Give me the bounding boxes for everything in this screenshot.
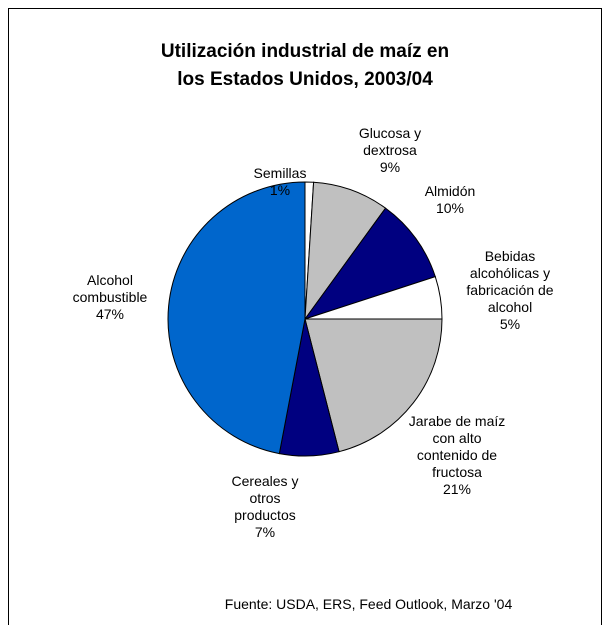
category-name: Almidón [424, 183, 476, 199]
value-label: 47% [95, 306, 125, 322]
slice-label: Almidón 10% [410, 183, 490, 217]
chart-title: Utilización industrial de maíz en los Es… [160, 41, 450, 90]
slice-label: Bebidas alcohólicas y fabricación de alc… [454, 248, 566, 333]
slice-label: Jarabe de maíz con alto contenido de fru… [407, 413, 507, 498]
pie-slice [303, 207, 436, 320]
category-name: Bebidas alcohólicas y fabricación de alc… [466, 248, 554, 315]
pie-slice [304, 318, 443, 453]
category-name: Jarabe de maíz con alto contenido de fru… [408, 413, 506, 480]
source-note: Fuente: USDA, ERS, Feed Outlook, Marzo '… [224, 596, 513, 612]
value-label: 7% [254, 524, 276, 540]
category-name: Alcohol combustible [72, 272, 148, 305]
value-label: 10% [435, 200, 465, 216]
value-label: 5% [499, 316, 521, 332]
pie-slice [167, 181, 306, 455]
slice-label: Glucosa y dextrosa 9% [353, 125, 428, 176]
category-name: Glucosa y dextrosa [358, 125, 422, 158]
category-name: Cereales y otros productos [231, 473, 299, 523]
slice-label: Alcohol combustible 47% [63, 272, 158, 323]
frame [8, 8, 602, 625]
value-label: 9% [379, 159, 401, 175]
value-label: 21% [442, 481, 472, 497]
category-name: Semillas [253, 165, 307, 181]
slice-label: Cereales y otros productos 7% [225, 473, 305, 541]
slice-label: Semillas 1% [240, 165, 320, 199]
value-label: 1% [269, 182, 291, 198]
